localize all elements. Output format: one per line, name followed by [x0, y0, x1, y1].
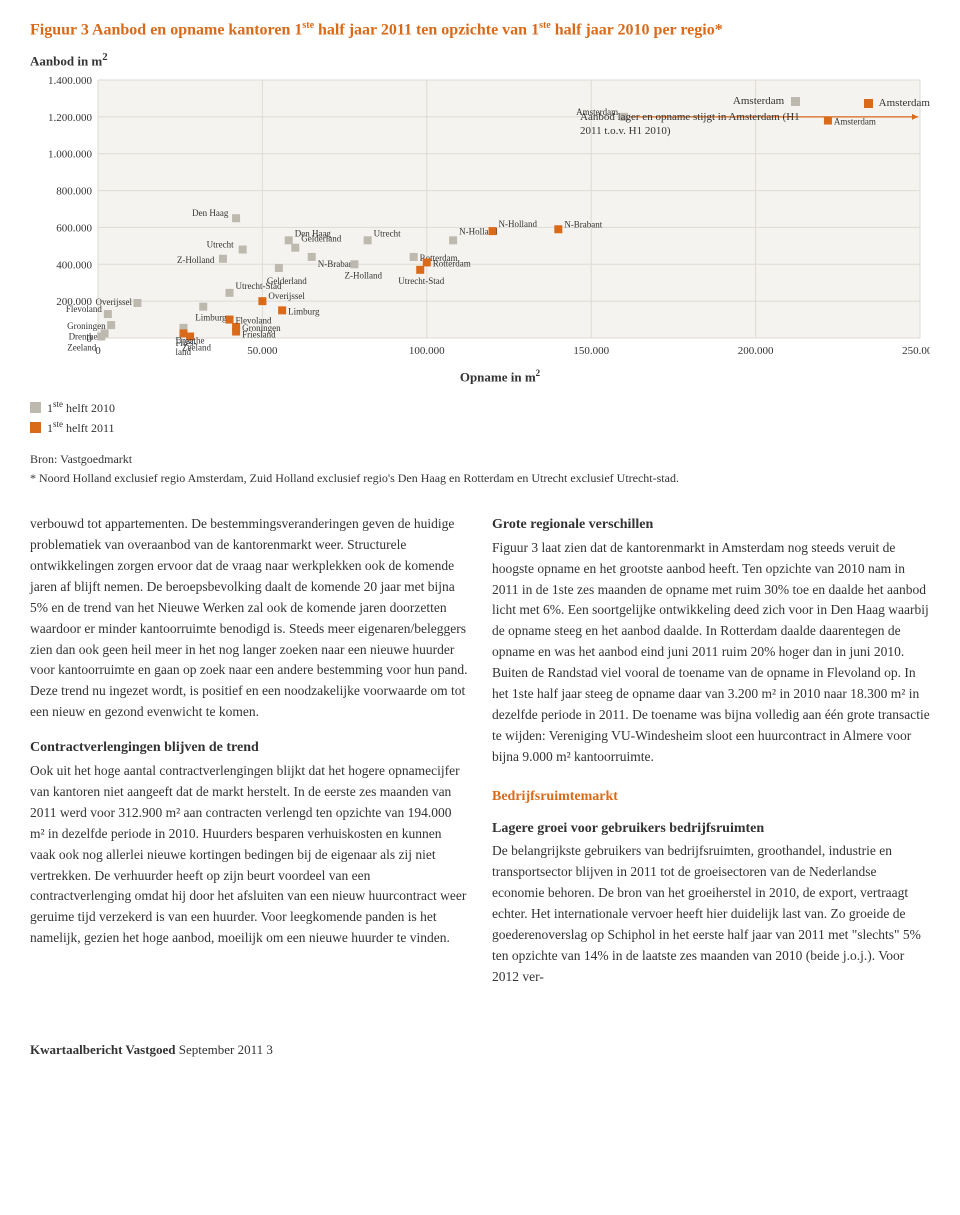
svg-text:N-Holland: N-Holland	[499, 219, 538, 229]
paragraph: Figuur 3 laat zien dat de kantorenmarkt …	[492, 538, 930, 768]
svg-text:Amsterdam: Amsterdam	[834, 116, 876, 126]
svg-text:Overijssel: Overijssel	[95, 297, 132, 307]
svg-text:Rotterdam: Rotterdam	[433, 258, 471, 268]
svg-text:Groningen: Groningen	[67, 321, 106, 331]
legend-item: 1ste helft 2010	[30, 399, 930, 416]
svg-text:Gelderland: Gelderland	[267, 276, 307, 286]
svg-text:Utrecht-Stad: Utrecht-Stad	[398, 275, 444, 285]
x-axis-label: Opname in m2	[70, 368, 930, 385]
amsterdam-right-label: Amsterdam	[864, 96, 930, 110]
svg-text:1.200.000: 1.200.000	[48, 112, 93, 124]
svg-text:150.000: 150.000	[573, 345, 609, 357]
y-axis-label: Aanbod in m2	[30, 51, 930, 69]
source-line: Bron: Vastgoedmarkt	[30, 452, 930, 467]
svg-text:N-Brabant: N-Brabant	[318, 259, 356, 269]
svg-text:100.000: 100.000	[409, 345, 445, 357]
svg-text:200.000: 200.000	[738, 345, 774, 357]
left-column: verbouwd tot appartementen. De bestemmin…	[30, 514, 468, 1002]
svg-text:Utrecht: Utrecht	[207, 239, 234, 249]
paragraph: De belangrijkste gebruikers van bedrijfs…	[492, 841, 930, 987]
section-heading: Bedrijfsruimtemarkt	[492, 786, 930, 808]
paragraph: Ook uit het hoge aantal contractverlengi…	[30, 761, 468, 949]
subheading: Grote regionale verschillen	[492, 514, 930, 536]
paragraph: verbouwd tot appartementen. De bestemmin…	[30, 514, 468, 723]
svg-text:50.000: 50.000	[247, 345, 278, 357]
svg-text:Utrecht: Utrecht	[374, 228, 401, 238]
svg-text:Limburg: Limburg	[288, 306, 320, 316]
svg-text:400.000: 400.000	[56, 259, 92, 271]
chart-legend: 1ste helft 2010 1ste helft 2011	[30, 399, 930, 436]
footnote: * Noord Holland exclusief regio Amsterda…	[30, 471, 930, 486]
svg-text:1.000.000: 1.000.000	[48, 148, 93, 160]
svg-text:1.400.000: 1.400.000	[48, 75, 93, 87]
svg-text:Drenthe: Drenthe	[69, 331, 98, 341]
svg-text:Z-Holland: Z-Holland	[344, 270, 382, 280]
svg-text:N-Brabant: N-Brabant	[564, 219, 602, 229]
legend-swatch-2010-inline	[791, 97, 800, 106]
subheading: Lagere groei voor gebruikers bedrijfsrui…	[492, 818, 930, 840]
annotation-text: Aanbod lager en opname stijgt in Amsterd…	[580, 110, 800, 139]
svg-text:Zeeland: Zeeland	[67, 342, 96, 352]
svg-text:250.000: 250.000	[902, 345, 930, 357]
annotation-point-label: Amsterdam	[733, 95, 784, 107]
legend-item: 1ste helft 2011	[30, 419, 930, 436]
chart-title: Figuur 3 Aanbod en opname kantoren 1ste …	[30, 20, 930, 39]
svg-text:Flevoland: Flevoland	[236, 315, 272, 325]
right-column: Grote regionale verschillenFiguur 3 laat…	[492, 514, 930, 1002]
body-text: verbouwd tot appartementen. De bestemmin…	[30, 514, 930, 1002]
svg-text:Drenthe: Drenthe	[175, 335, 204, 345]
subheading: Contractverlengingen blijven de trend	[30, 737, 468, 759]
svg-text:Limburg: Limburg	[195, 312, 227, 322]
scatter-chart: 0200.000400.000600.000800.0001.000.0001.…	[30, 74, 930, 364]
svg-text:Gelderland: Gelderland	[301, 233, 341, 243]
svg-text:Den Haag: Den Haag	[192, 208, 229, 218]
svg-text:Overijssel: Overijssel	[268, 291, 305, 301]
page-footer: Kwartaalbericht Vastgoed September 2011 …	[30, 1042, 930, 1058]
svg-text:Z-Holland: Z-Holland	[177, 254, 215, 264]
svg-text:800.000: 800.000	[56, 185, 92, 197]
svg-text:600.000: 600.000	[56, 222, 92, 234]
